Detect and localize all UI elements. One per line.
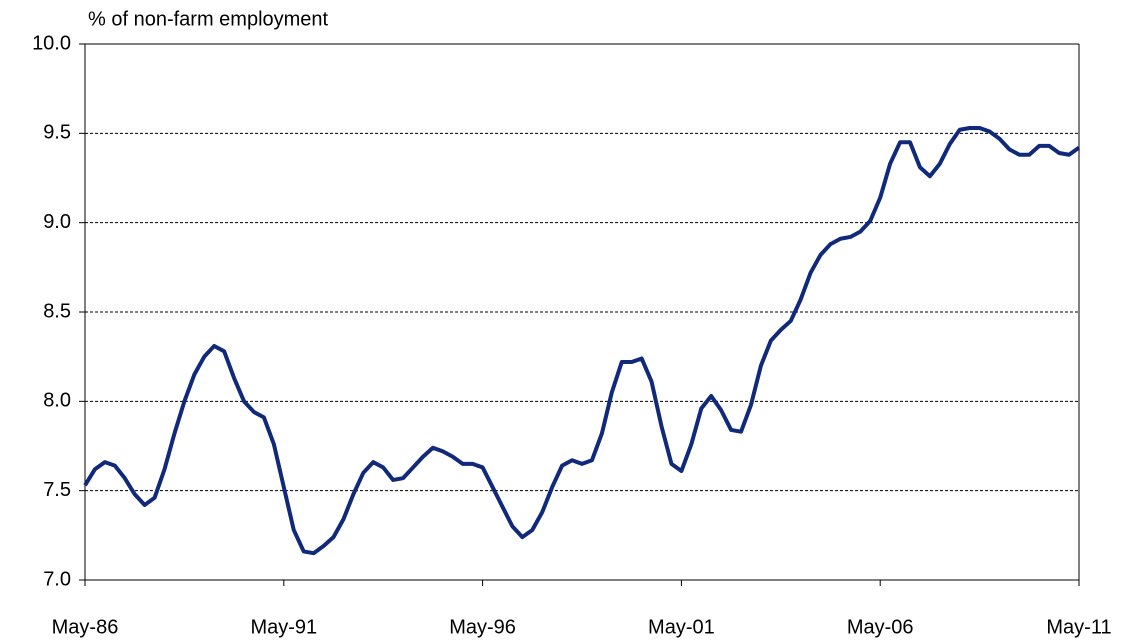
line-series xyxy=(83,125,1081,556)
y-tick-label: 7.0 xyxy=(43,568,71,590)
x-tick-label: May-91 xyxy=(250,616,317,638)
x-tick-label: May-96 xyxy=(449,616,516,638)
y-tick-label: 7.5 xyxy=(43,479,71,501)
y-tick-label: 8.5 xyxy=(43,300,71,322)
y-axis-label: % of non-farm employment xyxy=(88,8,329,30)
y-tick-label: 9.5 xyxy=(43,122,71,144)
y-tick-label: 8.0 xyxy=(43,390,71,412)
x-tick-label: May-86 xyxy=(52,616,119,638)
x-tick-label: May-01 xyxy=(648,616,715,638)
x-tick-label: May-06 xyxy=(847,616,914,638)
x-tick-label: May-11 xyxy=(1046,616,1111,638)
y-tick-label: 10.0 xyxy=(32,32,71,54)
y-tick-label: 9.0 xyxy=(43,211,71,233)
